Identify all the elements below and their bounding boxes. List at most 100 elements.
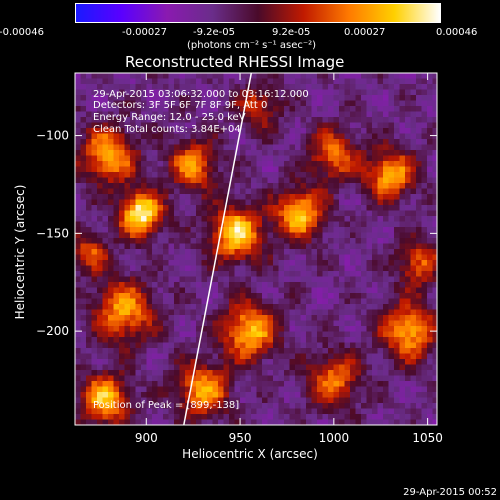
heatmap-cell xyxy=(388,403,395,409)
heatmap-cell xyxy=(80,326,87,332)
heatmap-cell xyxy=(289,150,296,156)
heatmap-cell xyxy=(267,100,274,107)
heatmap-cell xyxy=(388,260,395,266)
heatmap-cell xyxy=(108,111,114,118)
heatmap-cell xyxy=(146,414,153,420)
heatmap-cell xyxy=(273,287,279,294)
heatmap-cell xyxy=(366,276,373,283)
colorbar-gradient xyxy=(75,3,441,23)
heatmap-cell xyxy=(212,304,219,310)
heatmap-cell xyxy=(135,271,142,277)
heatmap-cell xyxy=(240,221,246,228)
heatmap-cell xyxy=(366,161,373,167)
heatmap-cell xyxy=(146,298,153,305)
heatmap-cell xyxy=(317,276,323,283)
heatmap-cell xyxy=(344,210,351,217)
heatmap-cell xyxy=(383,260,389,266)
heatmap-cell xyxy=(427,265,433,272)
heatmap-cell xyxy=(295,414,301,420)
heatmap-cell xyxy=(218,282,224,288)
heatmap-cell xyxy=(146,205,153,211)
heatmap-cell xyxy=(190,243,197,250)
heatmap-cell xyxy=(218,381,224,387)
heatmap-cell xyxy=(372,359,378,365)
heatmap-cell xyxy=(333,364,340,371)
heatmap-cell xyxy=(124,227,131,233)
heatmap-cell xyxy=(80,249,87,255)
heatmap-cell xyxy=(284,326,290,332)
heatmap-cell xyxy=(339,298,345,305)
heatmap-cell xyxy=(201,166,208,173)
heatmap-cell xyxy=(168,370,175,376)
heatmap-cell xyxy=(383,232,389,239)
heatmap-cell xyxy=(317,238,323,244)
heatmap-cell xyxy=(135,111,142,118)
heatmap-cell xyxy=(240,166,246,173)
heatmap-cell xyxy=(124,331,131,338)
heatmap-cell xyxy=(163,309,169,316)
heatmap-cell xyxy=(388,276,395,283)
heatmap-cell xyxy=(113,249,120,255)
heatmap-cell xyxy=(405,243,411,250)
heatmap-cell xyxy=(141,133,147,140)
heatmap-cell xyxy=(179,254,186,261)
heatmap-cell xyxy=(300,254,307,261)
heatmap-cell xyxy=(97,392,103,398)
heatmap-cell xyxy=(284,95,290,101)
heatmap-cell xyxy=(355,304,362,310)
heatmap-cell xyxy=(135,304,142,310)
heatmap-cell xyxy=(410,188,417,195)
heatmap-cell xyxy=(130,73,136,79)
heatmap-cell xyxy=(223,210,230,217)
heatmap-cell xyxy=(355,238,362,244)
heatmap-cell xyxy=(218,320,224,327)
heatmap-cell xyxy=(207,122,213,129)
heatmap-cell xyxy=(267,84,274,90)
heatmap-cell xyxy=(91,199,98,206)
heatmap-cell xyxy=(207,221,213,228)
heatmap-cell xyxy=(339,403,345,409)
heatmap-cell xyxy=(168,331,175,338)
heatmap-cell xyxy=(196,419,202,425)
heatmap-cell xyxy=(355,414,362,420)
heatmap-cell xyxy=(372,298,378,305)
heatmap-cell xyxy=(328,326,334,332)
heatmap-cell xyxy=(91,414,98,420)
heatmap-cell xyxy=(366,106,373,112)
heatmap-cell xyxy=(168,144,175,151)
heatmap-cell xyxy=(102,276,109,283)
heatmap-cell xyxy=(295,150,301,156)
heatmap-cell xyxy=(135,95,142,101)
heatmap-cell xyxy=(174,161,180,167)
heatmap-cell xyxy=(256,155,263,162)
heatmap-cell xyxy=(201,414,208,420)
heatmap-cell xyxy=(289,353,296,360)
heatmap-cell xyxy=(284,139,290,145)
heatmap-cell xyxy=(394,326,400,332)
heatmap-cell xyxy=(130,139,136,145)
heatmap-cell xyxy=(311,128,318,134)
heatmap-cell xyxy=(427,342,433,349)
heatmap-cell xyxy=(328,150,334,156)
heatmap-cell xyxy=(366,84,373,90)
heatmap-cell xyxy=(355,375,362,382)
heatmap-cell xyxy=(91,188,98,195)
heatmap-cell xyxy=(427,260,433,266)
heatmap-cell xyxy=(212,106,219,112)
heatmap-cell xyxy=(339,397,345,404)
heatmap-cell xyxy=(311,304,318,310)
heatmap-cell xyxy=(179,287,186,294)
heatmap-cell xyxy=(410,238,417,244)
heatmap-cell xyxy=(179,243,186,250)
heatmap-cell xyxy=(339,419,345,425)
heatmap-cell xyxy=(240,232,246,239)
heatmap-cell xyxy=(383,238,389,244)
heatmap-cell xyxy=(97,364,103,371)
heatmap-cell xyxy=(223,326,230,332)
heatmap-cell xyxy=(410,408,417,415)
heatmap-cell xyxy=(91,331,98,338)
heatmap-cell xyxy=(240,205,246,211)
heatmap-cell xyxy=(377,155,384,162)
heatmap-cell xyxy=(256,254,263,261)
heatmap-cell xyxy=(339,128,345,134)
